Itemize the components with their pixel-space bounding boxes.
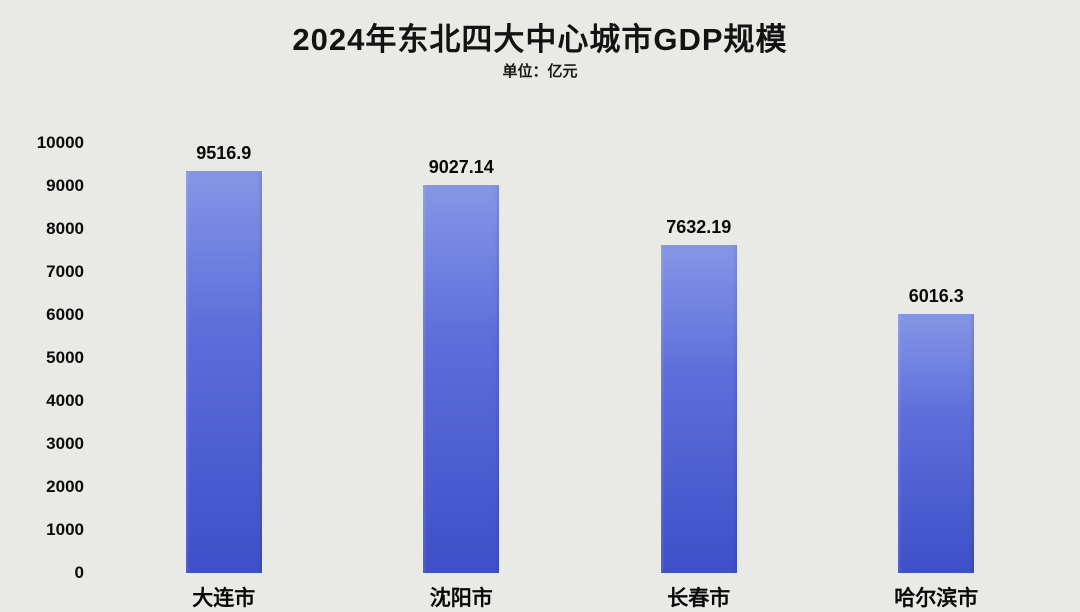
- x-category-label: 哈尔滨市: [894, 587, 979, 610]
- bar-value-label: 7632.19: [666, 216, 732, 237]
- y-tick-label: 4000: [46, 391, 84, 410]
- y-tick-label: 1000: [46, 520, 84, 539]
- y-tick-label: 2000: [46, 477, 84, 496]
- bar-value-label: 9027.14: [428, 156, 494, 177]
- y-tick-label: 6000: [46, 305, 84, 324]
- x-axis-labels: 大连市 沈阳市 长春市 哈尔滨市: [105, 582, 1055, 612]
- y-tick-label: 5000: [46, 348, 84, 367]
- y-tick-label: 0: [74, 563, 84, 582]
- bar: [898, 314, 975, 573]
- y-tick-label: 7000: [46, 262, 84, 281]
- chart-title: 2024年东北四大中心城市GDP规模: [292, 22, 788, 57]
- x-category-label: 长春市: [667, 587, 731, 610]
- bar-slot: 9027.14: [343, 143, 581, 573]
- plot-area: 9516.9 9027.14 7632.19 6016.3: [105, 143, 1055, 573]
- y-tick-label: 9000: [46, 176, 84, 195]
- bar-series: 9516.9 9027.14 7632.19 6016.3: [105, 143, 1055, 573]
- bar-value-label: 9516.9: [196, 143, 252, 163]
- x-category-label: 沈阳市: [429, 587, 493, 610]
- y-tick-label: 10000: [36, 133, 84, 152]
- bar-slot: 7632.19: [580, 143, 818, 573]
- y-axis: 0 1000 2000 3000 4000 5000 6000 7000 8000 9000 100…: [0, 133, 92, 582]
- bar-slot: 9516.9: [105, 143, 343, 573]
- y-tick-label: 8000: [46, 219, 84, 238]
- bar: [185, 171, 262, 573]
- y-tick-label: 3000: [46, 434, 84, 453]
- bar-slot: 6016.3: [818, 143, 1056, 573]
- bar-value-label: 6016.3: [908, 286, 964, 307]
- bar: [423, 184, 500, 573]
- chart-unit-label: 单位：亿元: [502, 63, 578, 80]
- x-category-label: 大连市: [192, 587, 256, 610]
- bar: [660, 244, 737, 573]
